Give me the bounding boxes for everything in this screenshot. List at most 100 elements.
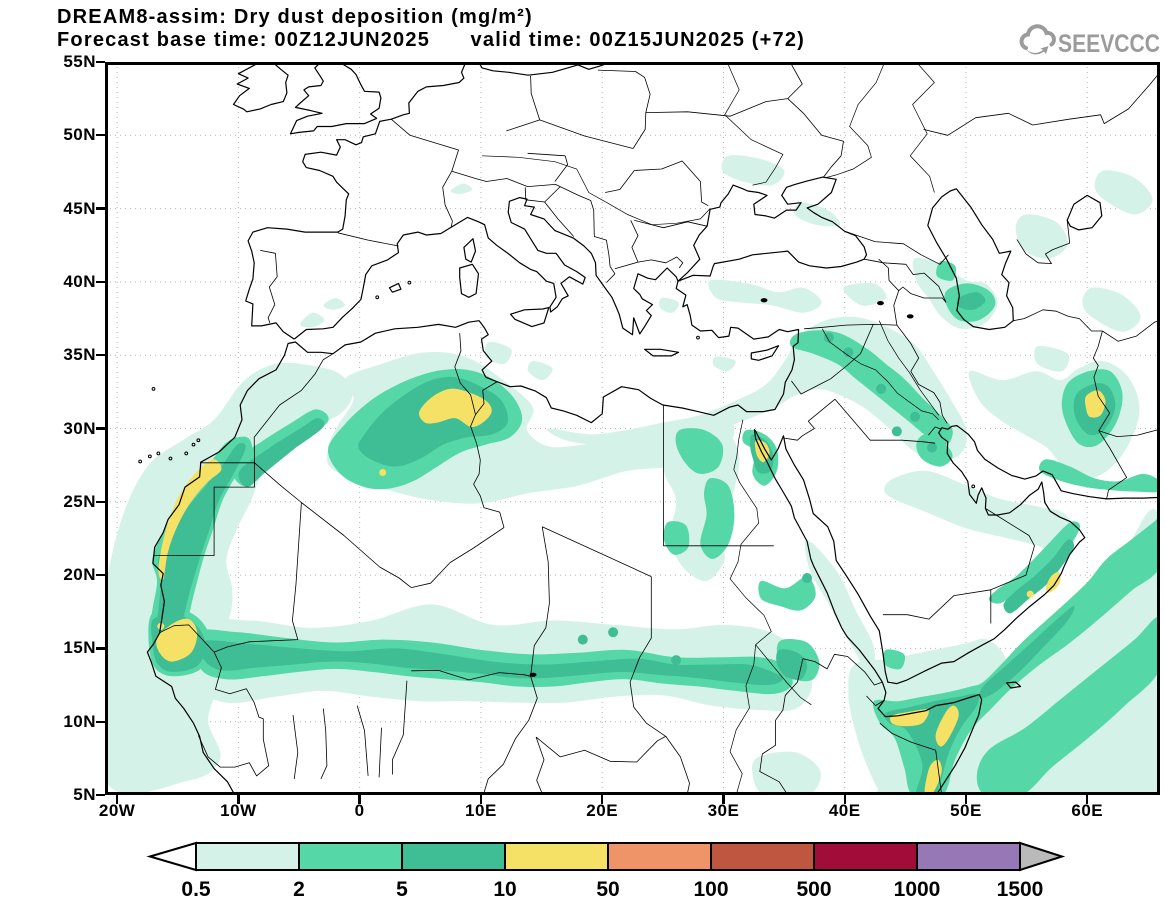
country-border	[597, 69, 651, 149]
lon-axis-tick	[237, 795, 240, 804]
legend-color-box	[813, 842, 918, 871]
legend-color-box	[916, 842, 1021, 871]
coastline	[477, 62, 613, 76]
dust-contour-dark	[956, 292, 986, 311]
dust-contour-medium	[1039, 459, 1160, 493]
lat-axis-tick	[96, 427, 105, 430]
dust-contour-light	[804, 539, 875, 674]
legend-tick-label: 5	[396, 878, 408, 901]
map-canvas	[105, 62, 1160, 795]
coastline-closed	[459, 263, 480, 298]
river	[724, 62, 784, 186]
river	[825, 62, 886, 179]
legend-tick-label: 0.5	[181, 878, 211, 901]
dust-contour-medium	[758, 576, 816, 611]
country-border	[378, 727, 382, 778]
legend-color-box	[401, 842, 506, 871]
country-border	[923, 72, 1160, 136]
country-border	[896, 324, 948, 424]
lat-axis-tick	[96, 207, 105, 210]
country-border	[213, 502, 302, 653]
dust-contour-dark-spot	[910, 411, 921, 422]
country-border	[198, 651, 270, 777]
dust-contour-medium	[675, 428, 724, 474]
lake	[877, 301, 884, 306]
river	[909, 62, 935, 193]
country-border	[1102, 319, 1160, 342]
country-border	[802, 653, 883, 686]
dust-contour-yellow	[935, 705, 959, 747]
small-island	[971, 484, 976, 489]
dust-contour-medium	[988, 521, 1081, 604]
country-border	[834, 398, 936, 444]
country-border	[783, 398, 836, 441]
dust-contour-dark-spot	[577, 634, 588, 645]
dust-contour-dark-spot	[891, 426, 902, 437]
dust-contour-dark	[238, 418, 325, 488]
country-border	[645, 98, 788, 117]
country-border	[525, 186, 561, 203]
legend-tick-label: 1000	[894, 878, 941, 901]
dust-contour-light	[884, 470, 1074, 551]
lat-axis-tick	[96, 354, 105, 357]
lon-axis-tick	[600, 795, 604, 804]
lat-axis-label: 50N	[63, 125, 96, 145]
country-border	[791, 378, 831, 395]
dust-contour-light	[712, 356, 736, 372]
country-border	[506, 75, 541, 132]
country-border	[866, 695, 885, 706]
coastlines	[146, 62, 1160, 795]
lat-axis-label: 55N	[63, 52, 96, 71]
country-border	[1038, 220, 1071, 264]
country-border	[337, 232, 399, 247]
lon-axis-label: 20E	[586, 801, 619, 820]
country-border	[527, 152, 566, 157]
coastline	[754, 425, 1160, 685]
small-island	[168, 456, 173, 461]
dust-contour-medium	[883, 649, 906, 670]
dust-contour-dark-spot	[927, 442, 938, 453]
dust-contour-yellow	[1045, 571, 1061, 593]
lat-axis-label: 5N	[73, 785, 96, 804]
lon-axis-tick	[358, 795, 361, 804]
lon-axis-label: 30E	[707, 801, 740, 820]
legend-color-box	[298, 842, 403, 871]
lon-axis-tick	[479, 795, 483, 804]
dust-contour-yellow	[418, 388, 492, 428]
dust-contour-medium	[976, 616, 1160, 795]
country-border	[159, 624, 215, 653]
coastline	[245, 62, 466, 340]
lat-axis-label: 10N	[63, 711, 96, 731]
lat-axis-label: 20N	[63, 565, 96, 585]
country-border	[879, 722, 943, 795]
dust-contour-medium	[663, 521, 690, 555]
lake	[906, 314, 914, 319]
country-border	[605, 160, 709, 207]
dust-contour-light	[1094, 170, 1153, 215]
country-border	[864, 258, 947, 303]
dust-contour-light	[708, 279, 822, 313]
coastline	[232, 62, 289, 113]
lat-axis-tick	[96, 793, 105, 797]
country-border	[1016, 239, 1039, 264]
small-island	[375, 295, 380, 300]
dust-contour-dark-spot	[608, 627, 619, 638]
legend-above-range-arrow	[1019, 841, 1066, 872]
river	[482, 155, 711, 226]
lon-axis-label: 20W	[98, 801, 136, 820]
small-island	[184, 451, 189, 456]
country-border	[254, 462, 412, 588]
country-border	[542, 526, 652, 577]
dust-contour-light	[484, 341, 512, 365]
dust-contour-yellow	[924, 759, 942, 795]
legend-color-box	[195, 842, 300, 871]
coastline-closed	[1066, 194, 1103, 231]
dust-contour-dark-spot	[876, 383, 887, 394]
lon-axis-tick	[1086, 795, 1089, 804]
coastline-closed	[510, 307, 550, 328]
lat-axis-label: 25N	[63, 491, 96, 511]
chart-subtitle-forecast-times: Forecast base time: 00Z12JUN2025 valid t…	[57, 29, 806, 51]
country-border	[554, 155, 568, 182]
dust-contour-light	[1015, 214, 1068, 259]
